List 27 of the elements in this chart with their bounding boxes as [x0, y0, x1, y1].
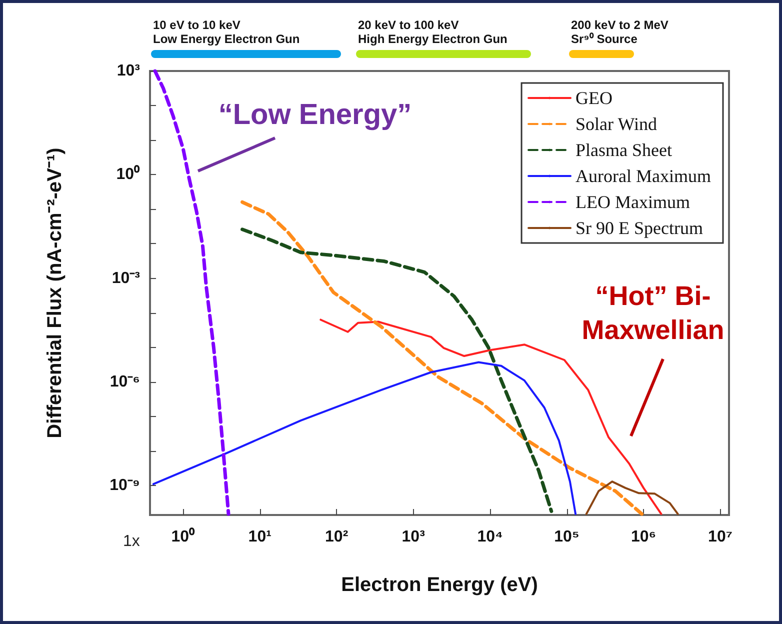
legend-label: Plasma Sheet [576, 140, 672, 160]
x-tick-label: 10⁶ [630, 528, 656, 546]
y-tick-label: 10⁻⁶ [110, 373, 140, 390]
x-tick-label: 10⁷ [708, 528, 732, 546]
x-axis-title: Electron Energy (eV) [341, 574, 538, 596]
annotation: “Low Energy” [218, 99, 412, 131]
legend-label: LEO Maximum [576, 192, 690, 212]
y-axis-title: Differential Flux (nA-cm⁻²-eV⁻¹) [44, 148, 66, 438]
x-tick-label: 10⁴ [477, 528, 503, 546]
annotation: “Hot” Bi- Maxwellian [582, 281, 724, 345]
y-tick-label: 10⁰ [116, 165, 140, 184]
text: 20 keV to 100 keV High Energy Electron Gun [358, 18, 508, 46]
y-tick-label: 10³ [116, 62, 140, 80]
legend-label: Auroral Maximum [576, 166, 712, 186]
text: 10 eV to 10 keV Low Energy Electron Gun [153, 18, 300, 46]
x-tick-label: 10² [325, 528, 348, 546]
y-tick-label: 10⁻⁹ [110, 477, 140, 494]
legend-label: Solar Wind [576, 114, 657, 134]
x-tick-label: 10¹ [248, 528, 272, 546]
text: 1x [123, 533, 140, 550]
y-tick-label: 10⁻³ [112, 270, 140, 287]
x-tick-label: 10³ [402, 528, 425, 546]
x-tick-label: 10⁵ [554, 528, 580, 546]
legend-label: GEO [576, 88, 613, 108]
legend-label: Sr 90 E Spectrum [576, 218, 704, 238]
text: 200 keV to 2 MeV Sr⁹⁰ Source [571, 18, 668, 46]
x-tick-label: 10⁰ [171, 528, 196, 546]
